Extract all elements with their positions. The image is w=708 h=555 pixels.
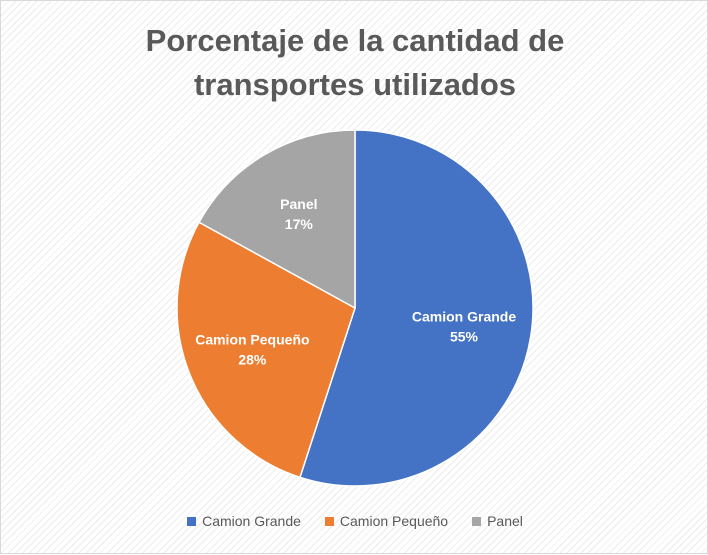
slice-label-value-camion-grande: 55% [450,328,479,344]
slice-label-category-camion-pequeno: Camion Pequeño [195,332,309,348]
slice-label-category-camion-grande: Camion Grande [412,308,516,324]
pie-slice-panel [197,129,356,310]
legend-item-panel: Panel [472,513,523,529]
legend-label-camion-pequeno: Camion Pequeño [339,513,449,529]
slice-label-value-camion-pequeno: 28% [238,352,267,368]
pie-slice-camion-pequeno [176,221,356,479]
legend-item-camion-pequeno: Camion Pequeño [324,513,449,529]
legend: Camion Grande Camion Pequeño Panel [1,513,708,529]
legend-swatch-camion-pequeno [324,516,334,526]
legend-item-camion-grande: Camion Grande [187,513,301,529]
legend-label-camion-grande: Camion Grande [202,513,301,529]
chart-title-line-2: transportes utilizados [193,67,517,102]
slice-label-value-panel: 17% [285,216,314,232]
chart-title-line-1: Porcentaje de la cantidad de [145,23,565,58]
legend-swatch-camion-grande [187,516,197,526]
pie-slice-camion-grande [299,129,534,487]
chart-title: Porcentaje de la cantidad de transportes… [1,19,708,107]
legend-swatch-panel [472,516,482,526]
legend-label-panel: Panel [487,513,523,529]
slice-label-category-panel: Panel [280,196,317,212]
